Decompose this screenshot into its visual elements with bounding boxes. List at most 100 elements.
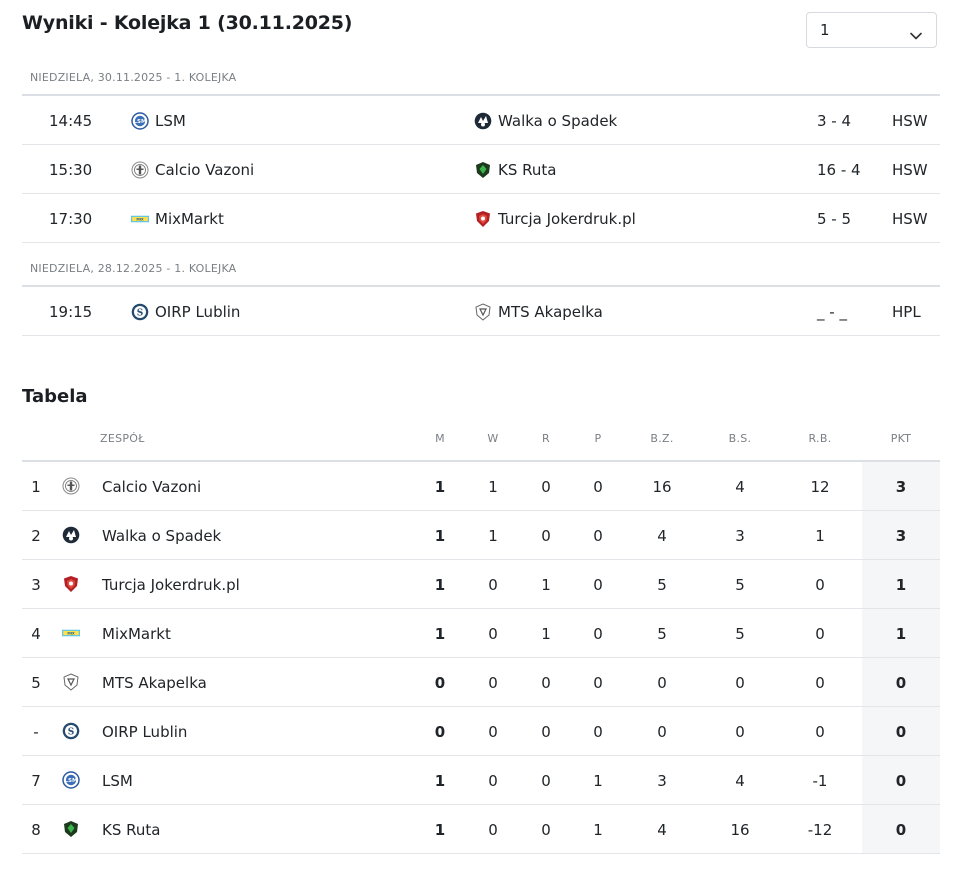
table-row[interactable]: 7 LSM LSM 1 0 0 1 3 4 -1 0 <box>22 756 940 805</box>
col-m: M <box>435 432 445 445</box>
home-team[interactable]: S OIRP Lublin <box>131 303 240 321</box>
cell-r: 0 <box>541 527 551 545</box>
col-pkt: PKT <box>890 432 912 445</box>
cell-bs: 5 <box>735 625 745 643</box>
cell-p: 0 <box>593 625 603 643</box>
pkt-cell-bg <box>862 560 940 608</box>
cell-m: 1 <box>434 576 446 594</box>
row-team-name[interactable]: OIRP Lublin <box>102 723 188 741</box>
table-row[interactable]: 8 KS Ruta 1 0 0 1 4 16 -12 0 <box>22 805 940 854</box>
away-team[interactable]: MTS Akapelka <box>474 303 603 321</box>
row-team-name[interactable]: Walka o Spadek <box>102 527 222 545</box>
col-p: P <box>594 432 602 445</box>
table-row[interactable]: 1 Calcio Vazoni 1 1 0 0 16 4 12 3 <box>22 462 940 511</box>
match-row[interactable]: 14:45 LSM LSM Walka o Spadek 3 - 4 HSW <box>22 96 940 145</box>
day-header: NIEDZIELA, 30.11.2025 - 1. KOLEJKA <box>22 52 940 104</box>
oirp-crest-icon: S <box>62 722 80 740</box>
day-divider <box>22 94 940 96</box>
home-team[interactable]: LSM LSM <box>131 112 186 130</box>
cell-p: 0 <box>593 723 603 741</box>
match-row[interactable]: 17:30 MIX MixMarkt Turcja Jokerdruk.pl 5 - 5… <box>22 194 940 243</box>
match-score: _ - _ <box>817 303 847 321</box>
match-venue: HSW <box>892 210 928 228</box>
row-position: 8 <box>31 821 41 839</box>
cell-bs: 4 <box>735 478 745 496</box>
cell-bz: 0 <box>657 674 667 692</box>
row-position: 7 <box>31 772 41 790</box>
row-team-name[interactable]: LSM <box>102 772 133 790</box>
row-position: 3 <box>31 576 41 594</box>
svg-text:MIX: MIX <box>67 631 75 635</box>
away-team[interactable]: Walka o Spadek <box>474 112 617 130</box>
table-divider <box>22 460 940 462</box>
cell-bz: 4 <box>657 821 667 839</box>
oirp-crest-icon: S <box>131 303 149 321</box>
row-team-name[interactable]: Calcio Vazoni <box>102 478 202 496</box>
ks-ruta-crest-icon <box>62 820 80 838</box>
cell-pkt: 1 <box>895 576 907 594</box>
cell-bs: 16 <box>730 821 750 839</box>
away-team[interactable]: KS Ruta <box>474 161 556 179</box>
page-title: Wyniki - Kolejka 1 (30.11.2025) <box>22 12 353 34</box>
cell-pkt: 1 <box>895 625 907 643</box>
cell-bz: 16 <box>652 478 672 496</box>
match-row[interactable]: 15:30 Calcio Vazoni KS Ruta 16 - 4 HSW <box>22 145 940 194</box>
cell-r: 1 <box>541 625 551 643</box>
cell-bz: 4 <box>657 527 667 545</box>
home-team-name: OIRP Lublin <box>155 303 241 321</box>
cell-bs: 5 <box>735 576 745 594</box>
col-bz: B.Z. <box>650 432 674 445</box>
svg-text:LSM: LSM <box>134 119 147 125</box>
ks-ruta-crest-icon <box>474 161 492 179</box>
table-row[interactable]: 3 Turcja Jokerdruk.pl 1 0 1 0 5 5 0 1 <box>22 560 940 609</box>
row-team-name[interactable]: KS Ruta <box>102 821 161 839</box>
cell-m: 1 <box>434 527 446 545</box>
match-venue: HSW <box>892 112 928 130</box>
row-position: 5 <box>31 674 41 692</box>
day-label: NIEDZIELA, 28.12.2025 - 1. KOLEJKA <box>30 262 237 275</box>
match-venue: HPL <box>892 303 921 321</box>
row-position: - <box>33 723 39 741</box>
cell-p: 0 <box>593 527 603 545</box>
match-time: 19:15 <box>49 303 93 321</box>
away-team-name: KS Ruta <box>498 161 557 179</box>
home-team[interactable]: MIX MixMarkt <box>131 210 224 228</box>
row-team-name[interactable]: Turcja Jokerdruk.pl <box>102 576 240 594</box>
cell-pkt: 0 <box>895 723 907 741</box>
row-position: 1 <box>31 478 41 496</box>
cell-p: 0 <box>593 674 603 692</box>
day-header: NIEDZIELA, 28.12.2025 - 1. KOLEJKA <box>22 243 940 295</box>
cell-rb: 12 <box>810 478 830 496</box>
home-team[interactable]: Calcio Vazoni <box>131 161 254 179</box>
cell-p: 1 <box>593 772 603 790</box>
cell-m: 1 <box>434 821 446 839</box>
mts-akapelka-crest-icon <box>474 303 492 321</box>
pkt-cell-bg <box>862 805 940 853</box>
row-team-name[interactable]: MixMarkt <box>102 625 171 643</box>
table-row[interactable]: 2 Walka o Spadek 1 1 0 0 4 3 1 3 <box>22 511 940 560</box>
cell-w: 0 <box>488 625 498 643</box>
turcja-crest-icon <box>62 575 80 593</box>
table-row[interactable]: - S OIRP Lublin 0 0 0 0 0 0 0 0 <box>22 707 940 756</box>
mts-akapelka-crest-icon <box>62 673 80 691</box>
match-time: 14:45 <box>49 112 93 130</box>
round-select[interactable]: 1 <box>806 12 937 48</box>
home-team-name: LSM <box>155 112 186 130</box>
away-team-name: Walka o Spadek <box>498 112 618 130</box>
row-position: 2 <box>31 527 41 545</box>
cell-rb: 0 <box>815 674 825 692</box>
table-row[interactable]: 4 MIX MixMarkt 1 0 1 0 5 5 0 1 <box>22 609 940 658</box>
cell-bz: 5 <box>657 576 667 594</box>
cell-m: 1 <box>434 772 446 790</box>
chevron-down-icon <box>910 26 922 40</box>
svg-text:S: S <box>68 727 75 737</box>
table-row[interactable]: 5 MTS Akapelka 0 0 0 0 0 0 0 0 <box>22 658 940 707</box>
cell-bs: 0 <box>735 674 745 692</box>
cell-w: 0 <box>488 674 498 692</box>
match-row[interactable]: 19:15 S OIRP Lublin MTS Akapelka _ - _ HPL <box>22 287 940 336</box>
cell-bz: 0 <box>657 723 667 741</box>
match-score: 16 - 4 <box>817 161 861 179</box>
row-team-name[interactable]: MTS Akapelka <box>102 674 207 692</box>
away-team[interactable]: Turcja Jokerdruk.pl <box>474 210 636 228</box>
cell-bs: 4 <box>735 772 745 790</box>
